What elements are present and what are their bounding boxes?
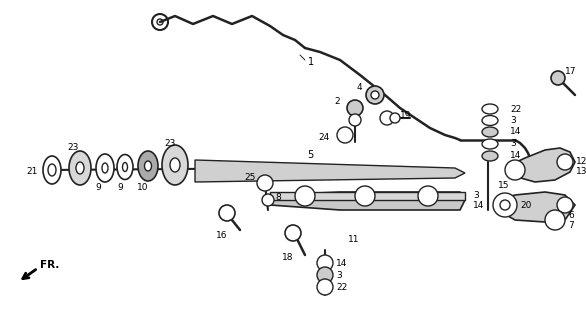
- Text: 11: 11: [348, 236, 359, 244]
- Text: 7: 7: [568, 220, 574, 229]
- Ellipse shape: [170, 158, 180, 172]
- Text: 20: 20: [520, 201, 532, 210]
- Ellipse shape: [48, 164, 56, 176]
- Text: 18: 18: [282, 253, 294, 262]
- Text: FR.: FR.: [40, 260, 59, 270]
- Circle shape: [152, 14, 168, 30]
- Polygon shape: [270, 192, 465, 200]
- Text: 19: 19: [400, 110, 411, 119]
- Polygon shape: [195, 160, 465, 182]
- Circle shape: [371, 91, 379, 99]
- Circle shape: [355, 186, 375, 206]
- Polygon shape: [498, 192, 575, 222]
- Text: 4: 4: [356, 84, 362, 92]
- Text: 3: 3: [510, 116, 516, 125]
- Ellipse shape: [43, 156, 61, 184]
- Text: 3: 3: [336, 270, 342, 279]
- Circle shape: [380, 111, 394, 125]
- Text: 6: 6: [568, 211, 574, 220]
- Ellipse shape: [482, 151, 498, 161]
- Text: 8: 8: [275, 194, 281, 203]
- Ellipse shape: [482, 139, 498, 149]
- Circle shape: [262, 194, 274, 206]
- Text: 14: 14: [510, 127, 522, 137]
- Text: 14: 14: [510, 151, 522, 161]
- Ellipse shape: [482, 116, 498, 125]
- Ellipse shape: [117, 155, 133, 180]
- Circle shape: [366, 86, 384, 104]
- Ellipse shape: [162, 145, 188, 185]
- Text: 23: 23: [164, 139, 176, 148]
- Text: 14: 14: [473, 202, 485, 211]
- Circle shape: [557, 197, 573, 213]
- Text: 17: 17: [565, 68, 577, 76]
- Circle shape: [418, 186, 438, 206]
- Circle shape: [317, 255, 333, 271]
- Text: 10: 10: [137, 183, 149, 193]
- Text: 22: 22: [510, 105, 522, 114]
- Circle shape: [337, 127, 353, 143]
- Text: 22: 22: [336, 283, 347, 292]
- Text: 14: 14: [336, 259, 347, 268]
- Circle shape: [219, 205, 235, 221]
- Circle shape: [390, 113, 400, 123]
- Text: 5: 5: [307, 150, 313, 160]
- Ellipse shape: [76, 162, 84, 174]
- Circle shape: [285, 225, 301, 241]
- Polygon shape: [270, 192, 465, 210]
- Text: 2: 2: [335, 98, 340, 107]
- Circle shape: [317, 267, 333, 283]
- Circle shape: [257, 175, 273, 191]
- Text: 16: 16: [216, 230, 228, 239]
- Text: 21: 21: [26, 167, 38, 177]
- Ellipse shape: [122, 163, 128, 172]
- Text: 15: 15: [498, 180, 509, 189]
- Ellipse shape: [138, 151, 158, 181]
- Text: 1: 1: [308, 57, 314, 67]
- Circle shape: [557, 154, 573, 170]
- Circle shape: [500, 200, 510, 210]
- Text: 23: 23: [67, 143, 79, 153]
- Polygon shape: [510, 148, 575, 182]
- Circle shape: [493, 193, 517, 217]
- Ellipse shape: [69, 151, 91, 185]
- Ellipse shape: [145, 161, 152, 171]
- Circle shape: [349, 114, 361, 126]
- Circle shape: [505, 160, 525, 180]
- Circle shape: [347, 100, 363, 116]
- Ellipse shape: [102, 163, 108, 173]
- Ellipse shape: [482, 104, 498, 114]
- Circle shape: [495, 195, 515, 215]
- Text: 9: 9: [95, 183, 101, 193]
- Text: 3: 3: [510, 140, 516, 148]
- Text: 9: 9: [117, 183, 123, 193]
- Text: 24: 24: [319, 133, 330, 142]
- Circle shape: [545, 210, 565, 230]
- Circle shape: [295, 186, 315, 206]
- Text: 25: 25: [244, 173, 256, 182]
- Circle shape: [157, 19, 163, 25]
- Circle shape: [551, 71, 565, 85]
- Circle shape: [317, 279, 333, 295]
- Ellipse shape: [96, 154, 114, 182]
- Text: 12: 12: [576, 157, 586, 166]
- Text: 3: 3: [473, 191, 479, 201]
- Text: 13: 13: [576, 167, 586, 177]
- Ellipse shape: [482, 127, 498, 137]
